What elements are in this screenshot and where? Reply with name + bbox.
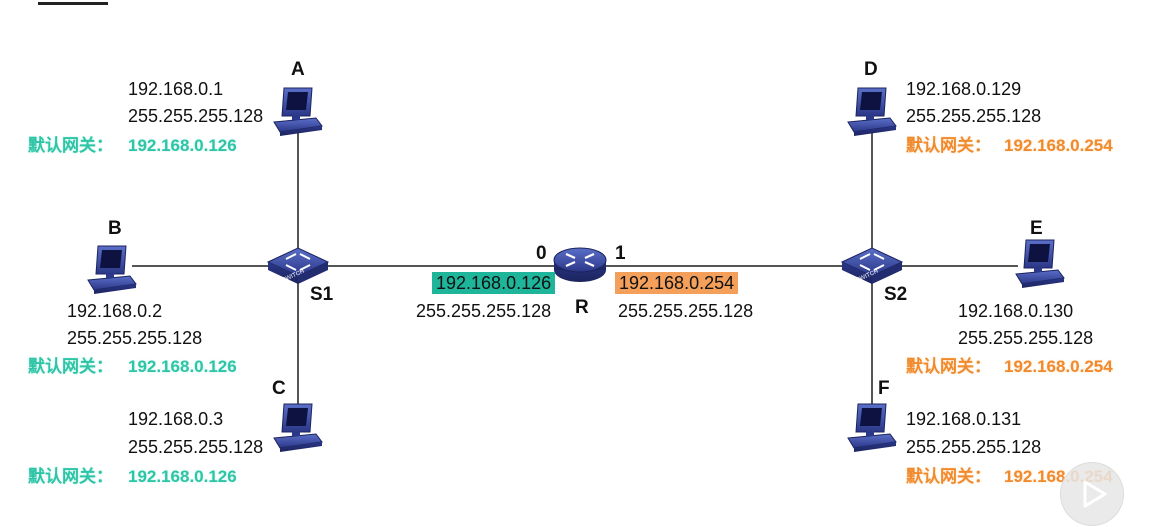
- host-c-icon[interactable]: [273, 403, 323, 453]
- play-button[interactable]: [1060, 462, 1124, 526]
- host-b-gateway-label: 默认网关：: [28, 357, 113, 376]
- host-c-gateway: 192.168.0.126: [128, 467, 237, 486]
- host-e-icon[interactable]: [1015, 239, 1065, 289]
- router-label: R: [575, 297, 589, 318]
- router-port-0-mask: 255.255.255.128: [416, 301, 552, 321]
- host-f-label: F: [878, 378, 890, 399]
- host-f-mask: 255.255.255.128: [906, 437, 1042, 457]
- header-fragment: [38, 0, 108, 5]
- router-port-1-ip: 192.168.0.254: [615, 272, 739, 294]
- host-e-ip: 192.168.0.130: [958, 301, 1074, 321]
- play-icon: [1083, 480, 1107, 508]
- host-e-label: E: [1030, 218, 1043, 239]
- switch-s2-icon[interactable]: [841, 247, 903, 285]
- host-d-label: D: [864, 59, 878, 80]
- host-d-icon[interactable]: [847, 87, 897, 137]
- host-a-gateway: 192.168.0.126: [128, 136, 237, 155]
- host-a-icon[interactable]: [273, 87, 323, 137]
- host-e-mask: 255.255.255.128: [958, 328, 1094, 348]
- router-port-1-label: 1: [615, 243, 626, 264]
- host-b-mask: 255.255.255.128: [67, 328, 203, 348]
- host-f-gateway-label: 默认网关：: [906, 467, 991, 486]
- host-a-mask: 255.255.255.128: [128, 106, 264, 126]
- host-a-gateway-label: 默认网关：: [28, 136, 113, 155]
- host-a-label: A: [291, 59, 305, 80]
- host-b-icon[interactable]: [87, 245, 137, 295]
- host-c-ip: 192.168.0.3: [128, 409, 224, 429]
- host-b-ip: 192.168.0.2: [67, 301, 163, 321]
- switch-s1-label: S1: [310, 284, 334, 305]
- router-device-text: ROUTER: [567, 284, 593, 290]
- router-port-1-mask: 255.255.255.128: [618, 301, 754, 321]
- router-port-0-ip: 192.168.0.126: [432, 272, 556, 294]
- router-port-0-label: 0: [536, 243, 547, 264]
- switch-s2-label: S2: [884, 284, 908, 305]
- switch-s1-icon[interactable]: [267, 247, 329, 285]
- host-d-mask: 255.255.255.128: [906, 106, 1042, 126]
- host-a-ip: 192.168.0.1: [128, 79, 224, 99]
- host-d-gateway: 192.168.0.254: [1004, 136, 1113, 155]
- host-d-gateway-label: 默认网关：: [906, 136, 991, 155]
- host-c-mask: 255.255.255.128: [128, 437, 264, 457]
- host-e-gateway-label: 默认网关：: [906, 357, 991, 376]
- host-f-icon[interactable]: [847, 403, 897, 453]
- host-b-gateway: 192.168.0.126: [128, 357, 237, 376]
- host-d-ip: 192.168.0.129: [906, 79, 1022, 99]
- host-c-gateway-label: 默认网关：: [28, 467, 113, 486]
- host-b-label: B: [108, 218, 122, 239]
- host-f-ip: 192.168.0.131: [906, 409, 1022, 429]
- host-c-label: C: [272, 378, 286, 399]
- host-e-gateway: 192.168.0.254: [1004, 357, 1113, 376]
- router-r-icon[interactable]: [552, 246, 608, 284]
